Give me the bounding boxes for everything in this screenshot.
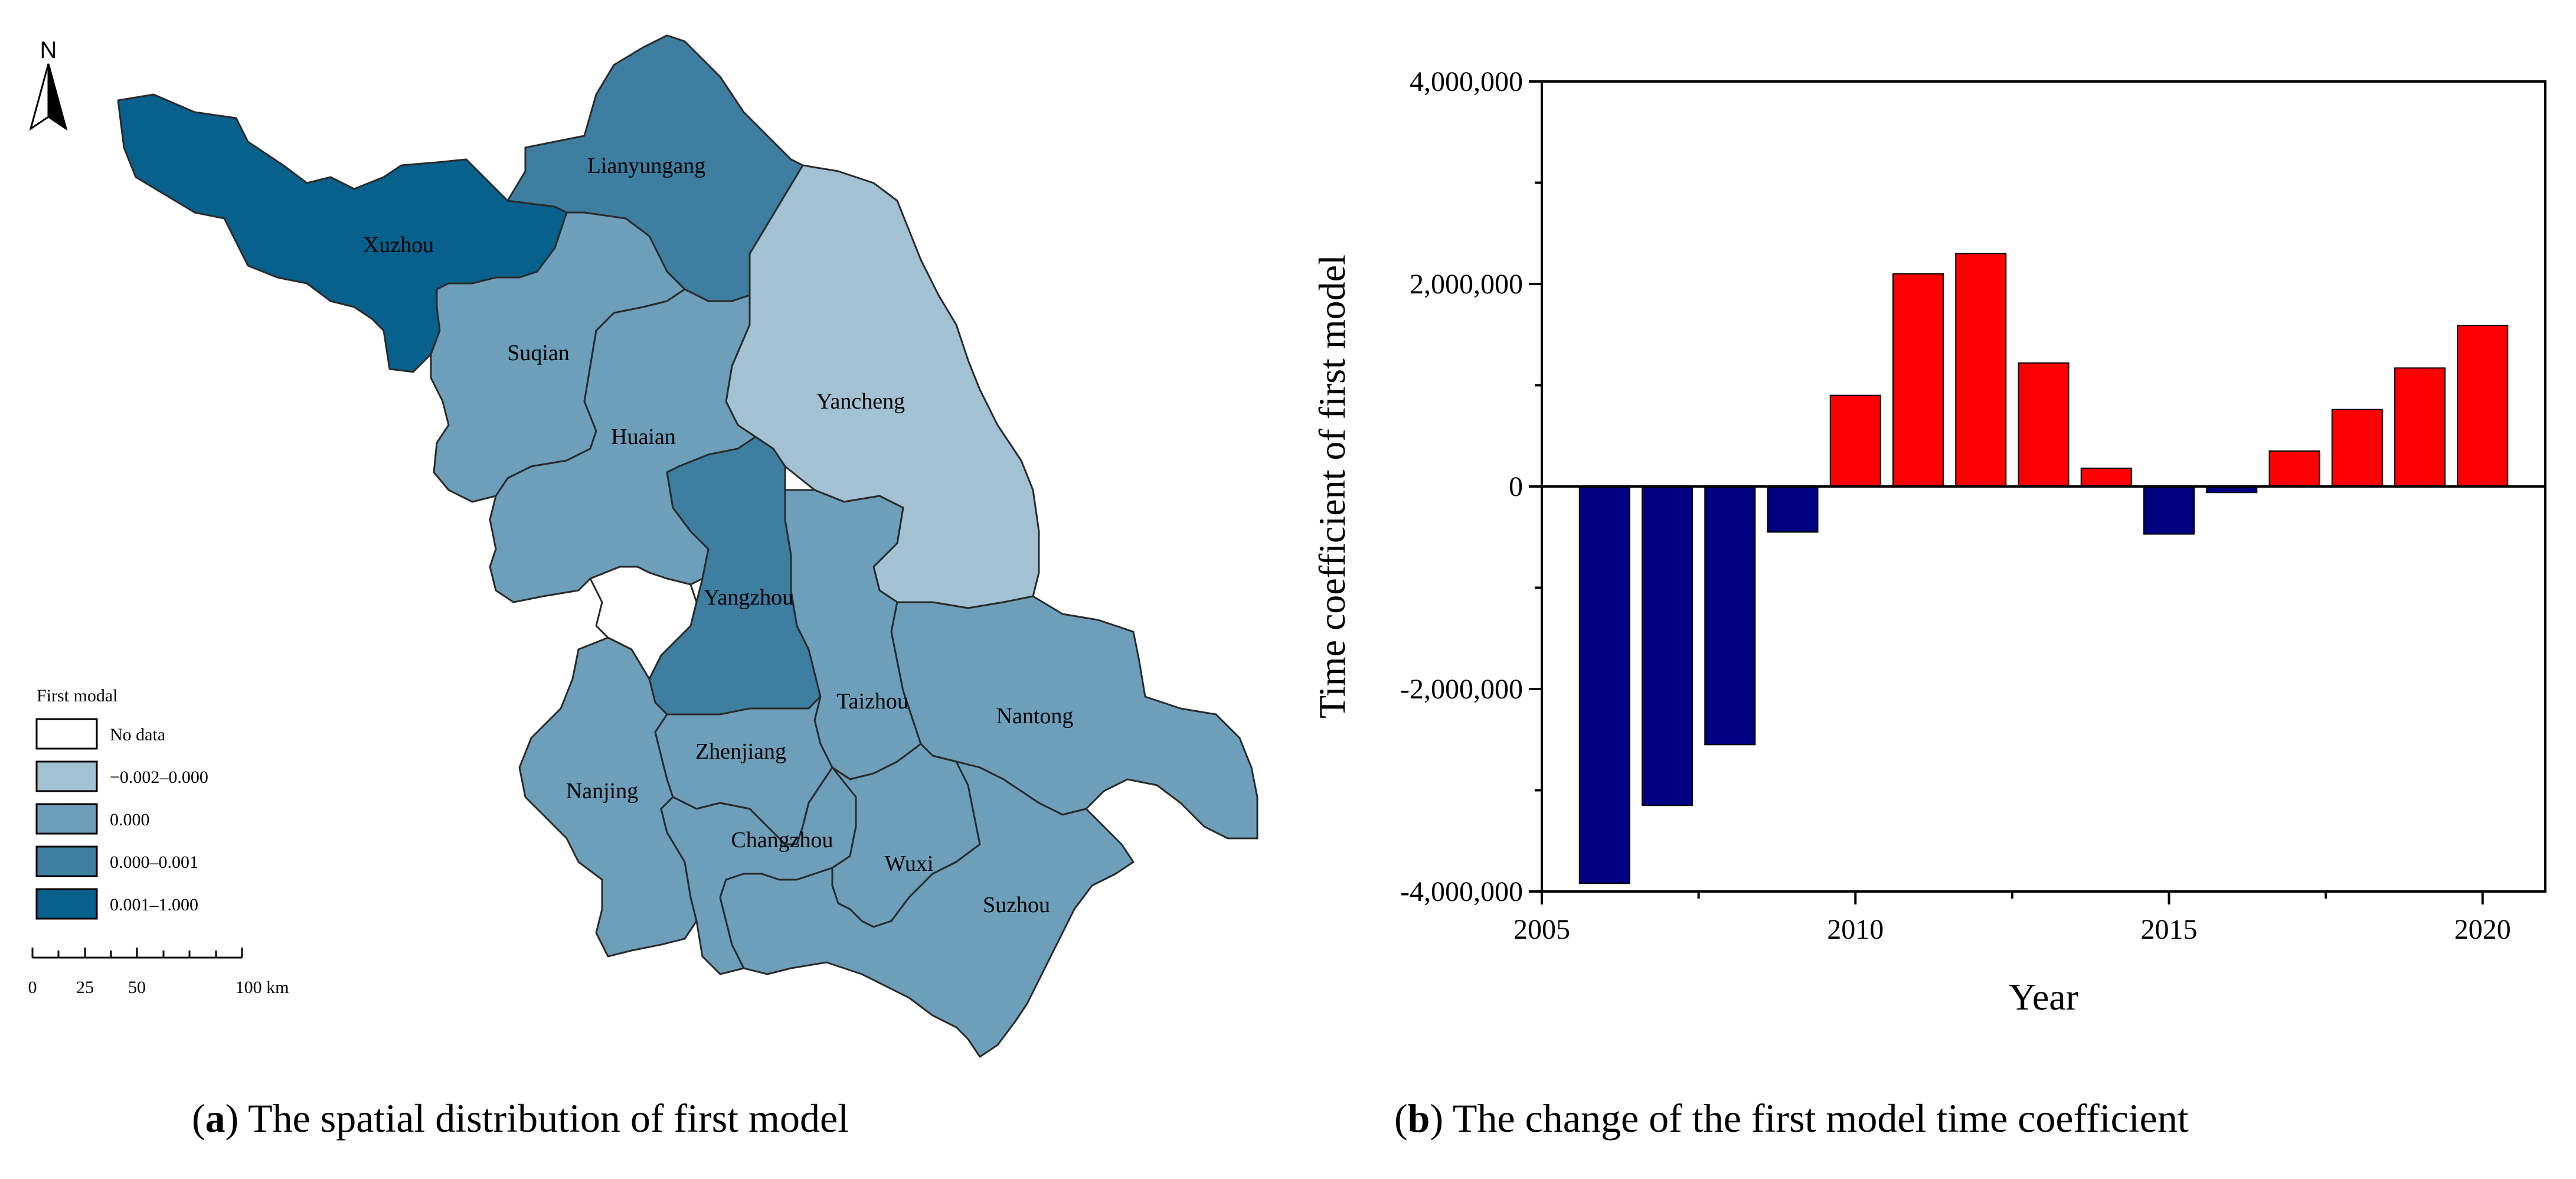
y-tick-label: 2,000,000 (1410, 269, 1523, 300)
bar-2008 (1704, 486, 1756, 746)
bar-2009 (1767, 486, 1819, 533)
legend-swatch (35, 803, 98, 835)
region-label-nanjing: Nanjing (566, 779, 638, 804)
north-arrow-icon (29, 63, 50, 131)
scale-label-50: 50 (128, 978, 146, 997)
bar-2010 (1829, 394, 1881, 488)
x-axis-label: Year (2009, 976, 2078, 1018)
legend-swatch (35, 888, 98, 920)
legend-label: 0.000–0.001 (110, 853, 198, 872)
north-arrow: N (29, 37, 68, 131)
bar-2011 (1892, 273, 1944, 487)
region-label-huaian: Huaian (611, 424, 676, 449)
legend-label: 0.000 (110, 810, 150, 829)
caption-b-letter: b (1407, 1096, 1430, 1141)
region-suzhou (719, 755, 1135, 1058)
bar-series (1578, 253, 2509, 884)
caption-b: (b) The change of the first model time c… (1394, 1096, 2189, 1141)
bar-2006 (1578, 486, 1630, 884)
region-labels: Xuzhou Lianyungang Suqian Yancheng Huaia… (363, 154, 1074, 917)
region-label-wuxi: Wuxi (885, 851, 934, 876)
scale-label-25: 25 (76, 978, 94, 997)
map-legend: First modal No data −0.002–0.000 0.000 0.00… (35, 686, 208, 920)
bar-2018 (2331, 409, 2383, 487)
x-tick-label: 2015 (2141, 914, 2198, 945)
bar-2017 (2268, 450, 2320, 487)
region-label-xuzhou: Xuzhou (363, 233, 434, 257)
bar-2015 (2143, 486, 2195, 535)
bar-2019 (2394, 367, 2446, 487)
scale-labels: 0 25 50 100 km (28, 978, 289, 997)
scale-label-0: 0 (28, 978, 37, 997)
caption-b-text: ) The change of the first model time coe… (1430, 1096, 2189, 1141)
y-tick-label: -4,000,000 (1400, 876, 1523, 907)
region-label-lianyungang: Lianyungang (587, 154, 706, 178)
bar-2020 (2457, 325, 2509, 487)
bar-2012 (1955, 253, 2007, 487)
x-tick-label: 2010 (1827, 914, 1884, 945)
bar-2007 (1642, 486, 1693, 806)
y-axis-label: Time coefficient of first model (1311, 254, 1353, 718)
legend-title: First modal (37, 686, 118, 706)
scale-label-100: 100 km (236, 978, 289, 997)
x-tick-label: 2005 (1513, 914, 1570, 945)
region-label-zhenjiang: Zhenjiang (695, 739, 786, 764)
region-label-yancheng: Yancheng (816, 389, 905, 414)
caption-a: (a) The spatial distribution of first mo… (192, 1096, 849, 1141)
bar-chart: -4,000,000-2,000,00002,000,0004,000,000 … (1311, 66, 2546, 1018)
bar-2013 (2018, 362, 2070, 488)
y-tick-label: -2,000,000 (1400, 674, 1523, 705)
region-label-yangzhou: Yangzhou (704, 585, 793, 610)
jiangsu-map (117, 34, 1258, 1058)
y-tick-label: 4,000,000 (1410, 66, 1523, 97)
region-label-suqian: Suqian (507, 341, 570, 365)
legend-label: No data (110, 725, 165, 744)
caption-a-text: ) The spatial distribution of first mode… (225, 1096, 849, 1141)
legend-label: −0.002–0.000 (110, 768, 208, 787)
region-label-changzhou: Changzhou (731, 828, 833, 853)
y-tick-label: 0 (1509, 471, 1523, 502)
legend-swatch (35, 718, 98, 750)
north-label: N (40, 37, 57, 63)
legend-swatch (35, 760, 98, 792)
legend-swatch (35, 845, 98, 877)
legend-label: 0.001–1.000 (110, 895, 198, 915)
x-tick-label: 2020 (2454, 914, 2511, 945)
region-no-data (589, 566, 698, 680)
region-label-nantong: Nantong (996, 704, 1074, 729)
region-label-taizhou: Taizhou (836, 689, 908, 714)
y-axis: -4,000,000 -2,000,000 0 2,000,000 4,000,000 (1400, 66, 1542, 907)
caption-a-letter: a (205, 1096, 225, 1141)
bar-2014 (2080, 468, 2132, 488)
region-label-suzhou: Suzhou (983, 893, 1050, 917)
x-axis: 2005 2010 2015 2020 (1513, 891, 2511, 945)
scale-bar (31, 948, 243, 959)
